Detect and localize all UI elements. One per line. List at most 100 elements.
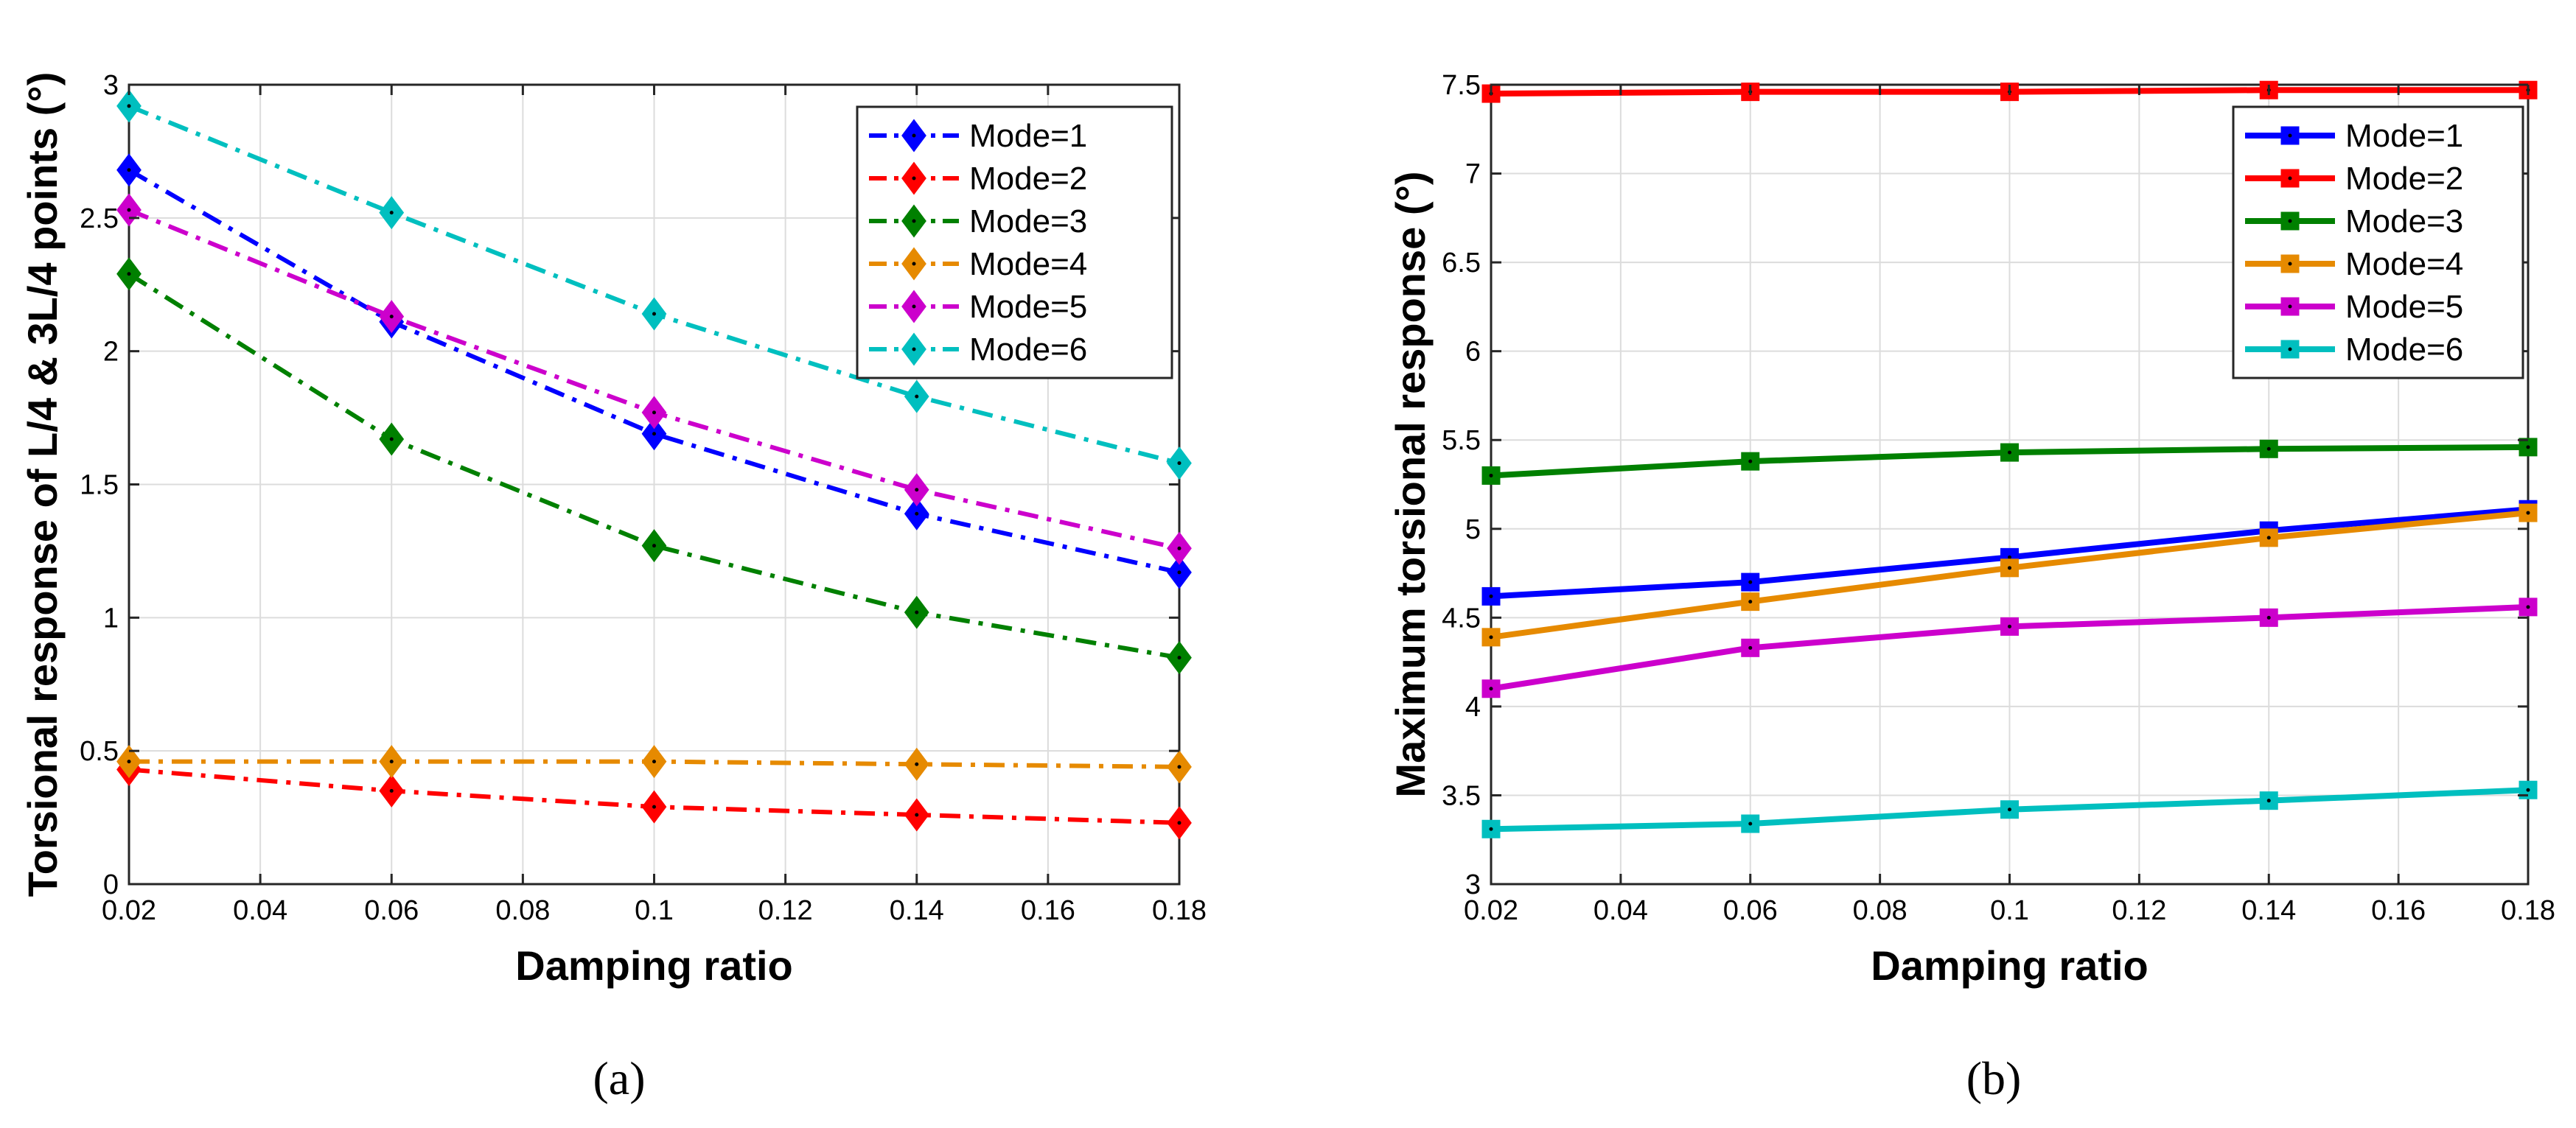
y-tick-label: 7.5: [1442, 70, 1481, 101]
legend-marker-mode-2-center-dot: [912, 176, 916, 181]
y-tick-label: 3.5: [1442, 780, 1481, 811]
data-point-mode-1-center-dot: [1748, 580, 1753, 584]
caption-a: (a): [593, 1052, 645, 1104]
data-point-mode-5-center-dot: [1489, 687, 1493, 691]
legend-label-mode-2: Mode=2: [2345, 161, 2463, 197]
x-tick-label: 0.04: [233, 895, 287, 926]
x-tick-label: 0.1: [635, 895, 674, 926]
data-point-mode-5-center-dot: [915, 488, 919, 492]
y-tick-label: 3: [103, 70, 119, 101]
data-point-mode-3-center-dot: [2526, 445, 2530, 449]
series-line-mode-3: [128, 272, 1180, 660]
x-tick-label: 0.12: [758, 895, 813, 926]
x-tick-label: 0.06: [364, 895, 419, 926]
legend-label-mode-4: Mode=4: [2345, 246, 2463, 282]
data-point-mode-1-center-dot: [127, 168, 131, 172]
legend-marker-mode-4-center-dot: [2288, 262, 2292, 266]
data-point-mode-6-center-dot: [2008, 808, 2011, 812]
data-point-mode-1-center-dot: [2008, 555, 2011, 559]
data-point-mode-4-center-dot: [389, 760, 394, 764]
x-tick-label: 0.16: [1021, 895, 1075, 926]
legend-label-mode-1: Mode=1: [969, 118, 1087, 154]
data-point-mode-3-center-dot: [652, 544, 656, 548]
data-point-mode-4-center-dot: [2526, 511, 2530, 515]
y-tick-label: 1: [103, 603, 119, 634]
y-axis-label: Torsional response of L/4 & 3L/4 points …: [19, 72, 66, 897]
data-point-mode-2-center-dot: [1177, 821, 1181, 825]
data-point-mode-6-center-dot: [1489, 827, 1493, 831]
data-point-mode-1-center-dot: [915, 511, 919, 516]
x-tick-label: 0.18: [1152, 895, 1207, 926]
data-point-mode-3-center-dot: [127, 272, 131, 276]
y-tick-label: 0.5: [80, 736, 119, 767]
x-tick-label: 0.02: [102, 895, 156, 926]
x-tick-label: 0.14: [2241, 895, 2296, 926]
y-tick-label: 7: [1465, 159, 1481, 190]
data-point-mode-3-center-dot: [915, 610, 919, 614]
data-point-mode-4-center-dot: [652, 760, 656, 764]
legend-marker-mode-4-center-dot: [912, 262, 916, 266]
x-axis-label: Damping ratio: [1871, 942, 2148, 989]
data-point-mode-4-center-dot: [2266, 536, 2271, 540]
data-point-mode-5-center-dot: [389, 315, 394, 319]
y-tick-label: 2.5: [80, 203, 119, 234]
data-point-mode-1-center-dot: [1489, 594, 1493, 598]
data-point-mode-6-center-dot: [915, 394, 919, 399]
legend-label-mode-5: Mode=5: [2345, 289, 2463, 325]
data-point-mode-4-center-dot: [1748, 600, 1753, 604]
data-point-mode-1-center-dot: [1177, 570, 1181, 575]
legend-label-mode-6: Mode=6: [2345, 332, 2463, 368]
data-point-mode-2-center-dot: [652, 805, 656, 809]
data-point-mode-6-center-dot: [389, 211, 394, 215]
legend-label-mode-2: Mode=2: [969, 161, 1087, 197]
legend-label-mode-5: Mode=5: [969, 289, 1087, 325]
y-tick-label: 1.5: [80, 470, 119, 501]
legend-marker-mode-6-center-dot: [2288, 347, 2292, 351]
y-tick-label: 4.5: [1442, 603, 1481, 634]
data-point-mode-3-center-dot: [1177, 656, 1181, 660]
chart-a: 0.02 0.04 0.06 0.08 0.1 0.12 0.14 0.16 0.18 0 0.5…: [19, 70, 1207, 1104]
y-tick-label: 6: [1465, 337, 1481, 368]
data-point-mode-6-center-dot: [2266, 799, 2271, 803]
legend-marker-mode-2-center-dot: [2288, 176, 2292, 181]
x-tick-label: 0.02: [1464, 895, 1518, 926]
y-tick-label: 2: [103, 337, 119, 368]
x-tick-label: 0.06: [1723, 895, 1778, 926]
data-point-mode-6-center-dot: [1748, 822, 1753, 826]
legend-marker-mode-5-center-dot: [912, 304, 916, 309]
x-tick-label: 0.08: [1853, 895, 1907, 926]
data-point-mode-5-center-dot: [652, 410, 656, 415]
chart-b: 0.02 0.04 0.06 0.08 0.1 0.12 0.14 0.16 0.18 3 3.5…: [1387, 70, 2555, 1104]
x-tick-label: 0.14: [890, 895, 944, 926]
legend-marker-mode-1-center-dot: [912, 133, 916, 138]
y-tick-label: 5.5: [1442, 425, 1481, 456]
legend-marker-mode-6-center-dot: [912, 347, 916, 351]
data-point-mode-2-center-dot: [389, 788, 394, 793]
x-tick-label: 0.16: [2371, 895, 2426, 926]
data-point-mode-5-center-dot: [1177, 546, 1181, 550]
y-tick-label: 4: [1465, 692, 1481, 723]
legend-label-mode-1: Mode=1: [2345, 118, 2463, 154]
legend-label-mode-3: Mode=3: [2345, 203, 2463, 239]
data-point-mode-3-center-dot: [1748, 459, 1753, 463]
y-tick-label: 0: [103, 869, 119, 900]
data-point-mode-6-center-dot: [1177, 461, 1181, 466]
data-point-mode-4-center-dot: [127, 760, 131, 764]
data-point-mode-3-center-dot: [2008, 450, 2011, 455]
x-tick-label: 0.1: [1990, 895, 2029, 926]
data-point-mode-5-center-dot: [2526, 605, 2530, 609]
legend-marker-mode-3-center-dot: [912, 219, 916, 223]
legend-label-mode-6: Mode=6: [969, 332, 1087, 368]
data-point-mode-4-center-dot: [1177, 765, 1181, 769]
legend-marker-mode-3-center-dot: [2288, 219, 2292, 223]
y-tick-label: 3: [1465, 869, 1481, 900]
x-tick-label: 0.08: [495, 895, 550, 926]
legend-marker-mode-5-center-dot: [2288, 304, 2292, 309]
data-point-mode-5-center-dot: [2266, 615, 2271, 620]
data-point-mode-5-center-dot: [1748, 645, 1753, 650]
data-point-mode-3-center-dot: [389, 437, 394, 441]
legend-box: [2232, 105, 2524, 379]
x-tick-label: 0.12: [2112, 895, 2166, 926]
data-point-mode-2-center-dot: [915, 813, 919, 817]
